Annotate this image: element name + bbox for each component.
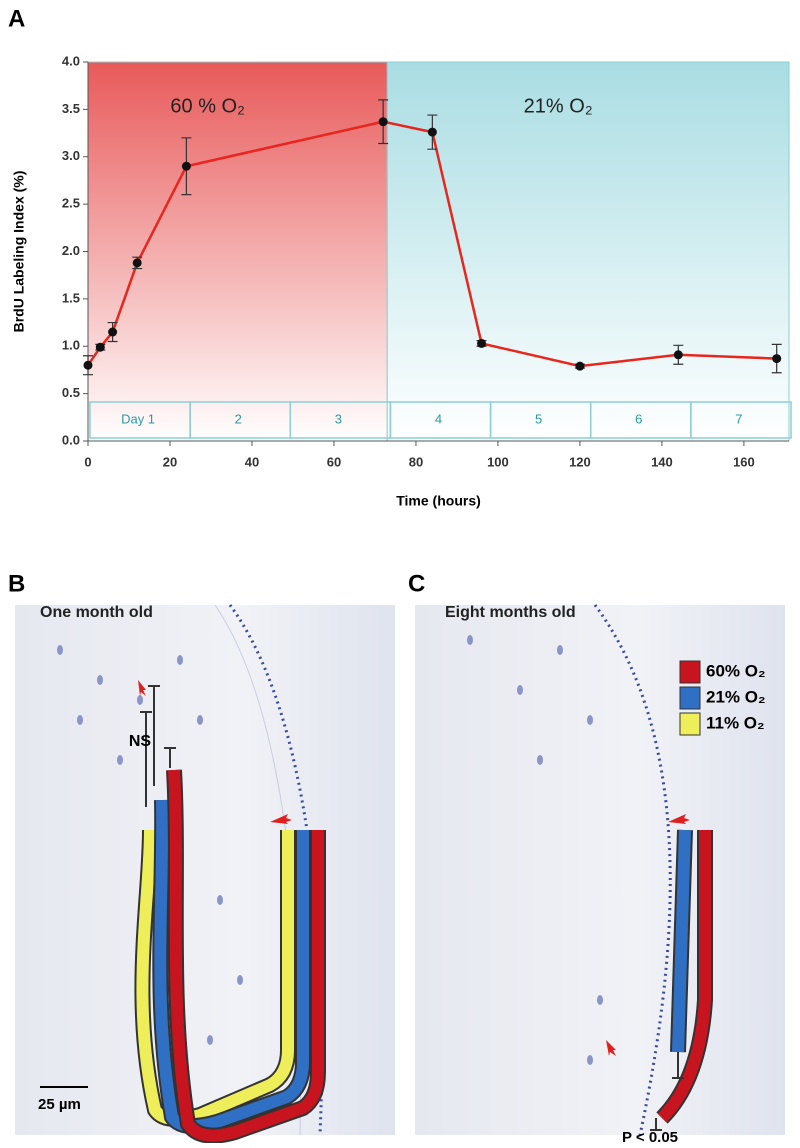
y-tick-label: 2.5 [62,196,80,211]
x-axis-label: Time (hours) [396,493,481,509]
data-point [108,327,118,337]
day-label: Day 1 [121,411,155,426]
y-tick-label: 0.0 [62,432,80,447]
band-60 [168,769,324,1142]
legend-label: 60% O₂ [706,661,766,680]
cell-layer [593,604,672,1136]
micrograph [415,605,785,1135]
plot-area: 60 % O₂ 21% O₂ Day 1 2 3 4 5 6 7 0.0 0.5 1.0 1.5 2.0 2… [11,53,792,509]
annotation: P < 0.05 [622,1129,678,1143]
y-axis-label: BrdU Labeling Index (%) [11,171,27,333]
day-label: 5 [535,411,542,426]
x-tick-label: 160 [733,454,755,469]
x-tick-label: 20 [163,454,177,469]
day-label: 2 [235,411,242,426]
band-21 [672,829,691,1053]
scale-label: 25 µm [38,1096,81,1113]
day-label: 3 [335,411,342,426]
y-tick-label: 0.5 [62,385,80,400]
region [386,61,790,442]
day-box [690,401,792,439]
data-point [181,161,191,171]
x-tick-label: 140 [651,454,673,469]
data-point [378,117,388,127]
band-60 [657,830,711,1123]
region [87,61,388,442]
data-point [575,361,585,371]
panel-b [15,604,395,1144]
y-tick-label: 3.0 [62,148,80,163]
data-point [132,258,142,268]
y-tick-label: 4.0 [62,53,80,68]
y-tick-label: 1.0 [62,338,80,353]
panel-c [415,604,785,1136]
y-tick-label: 3.5 [62,101,80,116]
panel-label: A [8,5,25,32]
legend-label: 21% O₂ [706,687,766,706]
annotation: NS [129,733,152,750]
micrograph [15,605,395,1135]
panel-title: Eight months old [445,604,576,621]
day-label: 7 [735,411,742,426]
legend-label: 11% O₂ [706,713,765,732]
error-tick [650,1052,684,1131]
data-point [83,360,93,370]
legend-swatch [679,660,701,684]
x-tick-label: 0 [84,454,91,469]
y-tick-label: 2.0 [62,243,80,258]
nuclei [467,635,603,1065]
legend-swatch [679,686,701,710]
panel-label: C [408,570,425,597]
error-tick [140,685,176,807]
band-21 [154,799,309,1132]
x-tick-label: 60 [327,454,341,469]
panel-title: One month old [40,604,153,621]
day-label: 4 [435,411,442,426]
legend: 60% O₂ 21% O₂ 11% O₂ [679,660,766,736]
band-11 [136,829,294,1125]
day-label: 6 [635,411,642,426]
data-point [477,338,487,348]
data-point [95,342,105,352]
x-tick-label: 40 [245,454,259,469]
x-tick-label: 80 [409,454,423,469]
panel-label: B [8,570,25,597]
x-tick-label: 100 [487,454,509,469]
data-point [427,127,437,137]
region-label: 21% O₂ [524,95,593,117]
legend-swatch [679,712,701,736]
region-label: 60 % O₂ [170,95,244,117]
nuclei [57,645,243,1045]
data-point [673,350,683,360]
y-tick-label: 1.5 [62,290,80,305]
x-tick-label: 120 [569,454,591,469]
data-point [772,354,782,364]
